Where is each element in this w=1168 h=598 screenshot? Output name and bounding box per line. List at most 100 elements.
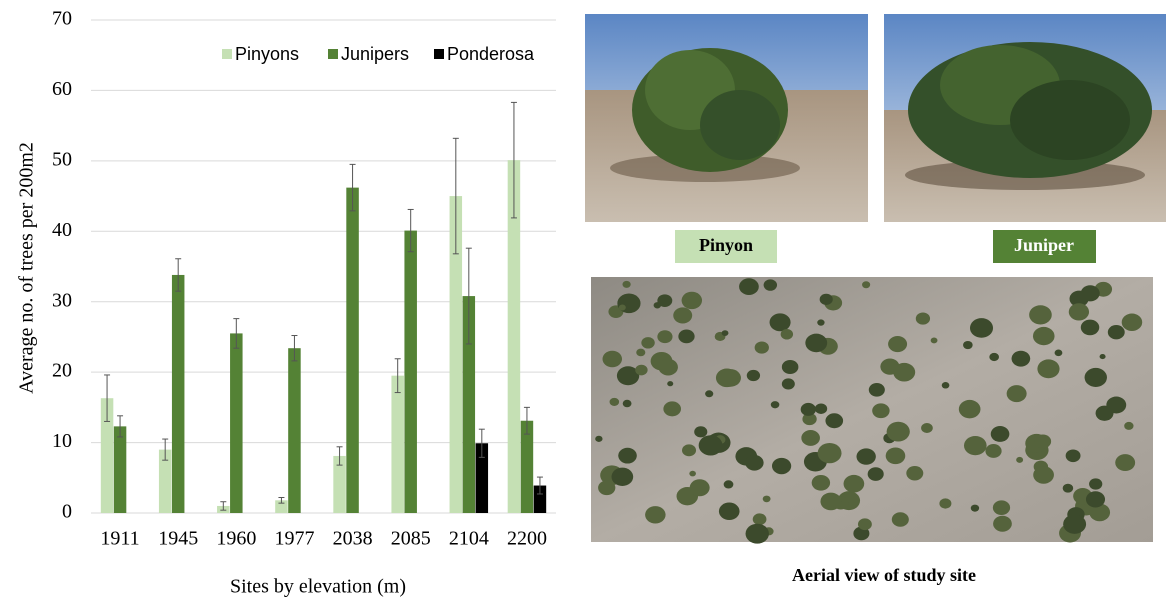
shrub <box>745 523 769 544</box>
shrub <box>689 470 696 477</box>
shrub <box>811 474 831 491</box>
shrub <box>958 399 981 419</box>
bar <box>158 449 172 513</box>
plot: 0 10 20 30 40 50 60 70 1911 1945 1960 1977 2038 2085 2… <box>52 8 556 550</box>
shrub <box>1089 478 1103 490</box>
error-bar <box>452 137 459 255</box>
shrub <box>645 506 666 524</box>
shrub <box>1065 449 1081 463</box>
shrub <box>867 467 884 481</box>
shrub <box>721 330 729 336</box>
bar <box>520 420 534 513</box>
error-bar <box>394 358 401 394</box>
shrub <box>657 330 673 344</box>
shrub <box>616 366 640 386</box>
shrub <box>1115 454 1136 472</box>
shrub <box>885 447 906 465</box>
y-tick-label: 70 <box>52 8 72 30</box>
shrub <box>1037 359 1060 379</box>
shrub <box>771 457 792 475</box>
shrub <box>595 435 603 442</box>
shrub <box>641 337 655 349</box>
shrub <box>678 329 695 344</box>
legend-swatch <box>434 49 444 59</box>
shrub <box>689 479 710 497</box>
aerial-caption: Aerial view of study site <box>792 565 976 585</box>
x-tick-label: 2038 <box>333 528 373 550</box>
shrub <box>1099 354 1106 360</box>
shrub <box>992 500 1011 515</box>
bar <box>346 187 359 513</box>
shrub <box>862 281 871 289</box>
shrub <box>602 350 623 368</box>
shrub <box>921 423 933 433</box>
y-tick-label: 20 <box>52 360 72 382</box>
error-bar <box>349 163 356 212</box>
shrub <box>769 313 791 332</box>
error-bar <box>523 406 530 435</box>
shrub <box>906 466 924 481</box>
shrub <box>872 403 890 419</box>
error-bar <box>104 374 111 422</box>
x-tick-label: 2200 <box>507 528 547 550</box>
shrub <box>1063 514 1087 534</box>
error-bar <box>407 208 414 253</box>
shrub <box>770 401 780 409</box>
error-bar <box>536 476 543 495</box>
shrub <box>1068 303 1090 321</box>
y-tick-label: 60 <box>52 78 72 100</box>
error-bar <box>465 247 472 345</box>
shrub <box>715 368 738 388</box>
error-bar <box>278 497 285 504</box>
shrub <box>763 279 778 291</box>
y-tick-label: 50 <box>52 148 72 170</box>
legend-label: Pinyons <box>235 44 299 64</box>
shrub <box>1029 305 1052 325</box>
aerial-photo <box>591 277 1153 544</box>
shrub <box>1006 385 1027 403</box>
shrub <box>745 454 764 471</box>
bar <box>100 398 114 513</box>
shrub <box>746 369 761 382</box>
shrub <box>682 444 697 457</box>
error-bar <box>117 415 124 438</box>
shrub <box>1080 285 1100 302</box>
shrub <box>718 502 740 521</box>
shrub <box>817 319 825 326</box>
legend-swatch <box>328 49 338 59</box>
error-bar <box>175 258 182 292</box>
shrub <box>1106 396 1127 414</box>
shrub <box>1016 456 1024 463</box>
x-tick-label: 1911 <box>100 528 139 550</box>
shrub <box>781 378 795 390</box>
shrub <box>993 515 1012 532</box>
shrub <box>1080 319 1100 336</box>
error-bar <box>220 501 227 511</box>
shrub <box>657 294 673 307</box>
bar <box>449 196 463 514</box>
shrub <box>635 364 648 376</box>
shrub <box>780 328 794 340</box>
shrub <box>705 390 714 398</box>
shrub <box>598 480 616 496</box>
shrub <box>888 335 908 353</box>
x-tick-label: 1977 <box>274 528 314 550</box>
bar <box>333 455 346 513</box>
bar <box>507 160 521 513</box>
legend-label: Ponderosa <box>447 44 535 64</box>
legend-swatch <box>222 49 232 59</box>
y-axis-label: Average no. of trees per 200m2 <box>16 142 38 394</box>
shrub <box>941 382 950 389</box>
shrub <box>1033 466 1054 484</box>
bar <box>475 443 489 513</box>
error-bar <box>291 335 298 362</box>
shrub <box>939 498 952 509</box>
shrub <box>694 426 708 438</box>
x-tick-label: 1945 <box>158 528 198 550</box>
error-bar <box>233 318 240 349</box>
shrub <box>1107 325 1125 340</box>
shrub <box>1089 503 1111 522</box>
shrub <box>1034 434 1052 449</box>
pinyon-label: Pinyon <box>699 235 753 255</box>
shrub <box>1054 349 1063 357</box>
